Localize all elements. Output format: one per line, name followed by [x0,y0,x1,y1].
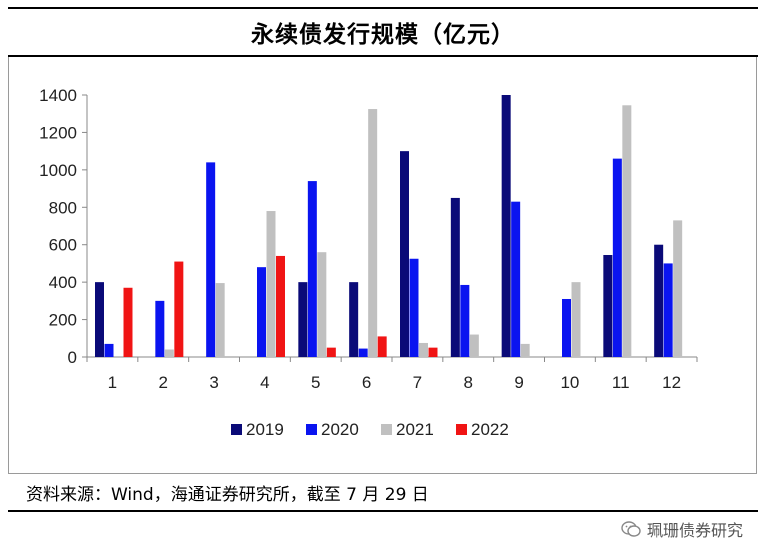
bar-2022-4 [276,255,285,357]
bar-2020-7 [409,258,419,357]
legend-swatch-2022 [456,424,467,435]
x-tick-label: 9 [514,373,523,392]
bar-2021-9 [520,343,530,357]
source-note: 资料来源：Wind，海通证券研究所，截至 7 月 29 日 [8,474,758,512]
legend-label-2020: 2020 [321,420,359,439]
bar-2021-3 [215,283,225,357]
bar-2021-8 [469,334,479,357]
legend-swatch-2021 [381,424,392,435]
x-tick-label: 11 [612,373,630,392]
wechat-icon [621,521,641,537]
x-tick-label: 4 [260,373,269,392]
bar-2019-1 [95,282,104,357]
legend-swatch-2020 [306,424,317,435]
bar-2020-11 [612,158,622,357]
y-tick-label: 200 [49,311,77,330]
bar-2021-6 [368,109,378,358]
chart-frame: 0 200 400 600 800 1000 1200 1400 1 2 3 4 5 6 7 8 9 10 11 12… [8,57,757,474]
x-tick-label: 1 [108,373,117,392]
x-tick-label: 6 [362,373,371,392]
legend-label-2022: 2022 [471,420,509,439]
chart-title-bar: 永续债发行规模（亿元） [8,7,758,57]
bar-2019-8 [450,197,460,357]
bar-2020-1 [104,343,114,357]
bar-2020-2 [155,300,165,357]
bar-2021-5 [317,252,327,357]
legend-label-2019: 2019 [246,420,284,439]
bar-2021-10 [571,282,581,357]
legend-label-2021: 2021 [396,420,434,439]
watermark: 珮珊债券研究 [621,514,743,544]
bar-2019-5 [298,282,308,357]
y-tick-label: 600 [49,236,77,255]
legend-swatch-2019 [231,424,242,435]
bar-2022-6 [377,336,387,357]
bar-2021-4 [266,211,276,357]
bar-2020-5 [307,181,317,357]
y-tick-label: 800 [49,198,77,217]
bar-2020-6 [358,348,368,357]
y-tick-label: 1400 [39,86,77,105]
watermark-text: 珮珊债券研究 [646,521,743,540]
y-tick-label: 1200 [39,123,77,142]
bar-2021-7 [419,342,428,357]
bar-2020-3 [206,162,216,357]
x-tick-label: 3 [209,373,218,392]
x-tick-label: 12 [662,373,681,392]
y-tick-label: 1000 [39,161,77,180]
bar-2019-11 [603,255,613,357]
x-tick-label: 10 [560,373,579,392]
bar-2022-7 [428,347,438,357]
bar-2021-2 [164,349,174,357]
bar-2020-12 [663,263,673,357]
bar-2020-9 [511,201,521,357]
bar-2019-12 [654,244,664,357]
bar-2019-9 [501,95,511,357]
x-tick-label: 7 [413,373,422,392]
y-tick-label: 400 [49,273,77,292]
bar-2019-6 [349,282,359,357]
x-tick-label: 5 [311,373,320,392]
bar-2020-10 [562,298,571,357]
x-tick-label: 2 [159,373,168,392]
bar-2021-12 [673,220,683,357]
bar-2020-8 [460,284,470,357]
y-tick-label: 0 [68,348,77,367]
bar-2022-2 [174,261,184,357]
bar-2022-5 [326,347,336,357]
x-tick-label: 8 [464,373,473,392]
bar-2019-7 [400,151,409,357]
bar-2022-1 [123,287,133,357]
bar-2021-11 [622,105,632,357]
chart-title: 永续债发行规模（亿元） [251,22,515,48]
bar-2020-4 [257,267,266,357]
